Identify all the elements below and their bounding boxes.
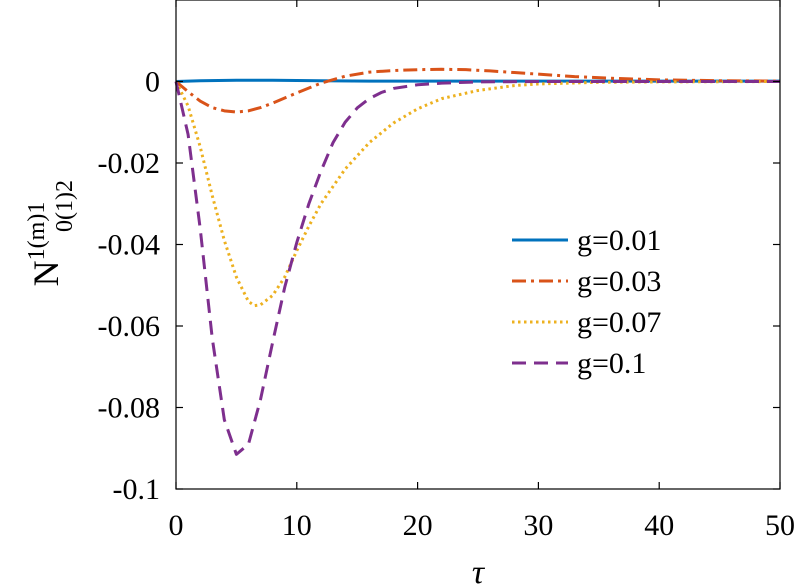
y-tick-label: -0.1 [113,473,161,506]
y-axis-title: N1(m)1 0(1)2 [24,180,78,286]
x-tick-label: 10 [282,509,312,542]
legend-label: g=0.03 [577,265,661,298]
legend-label: g=0.07 [577,306,661,339]
y-tick-label: -0.08 [98,392,161,425]
x-tick-label: 40 [644,509,674,542]
x-axis-title: τ [472,554,486,585]
series-line-g-0-1 [174,80,780,456]
legend: g=0.01 g=0.03 g=0.07 g=0.1 [512,224,661,380]
x-tick-label: 20 [403,509,433,542]
x-tick-label: 50 [765,509,795,542]
series-layer [174,67,781,456]
svg-text:N1(m)1: N1(m)1 [24,202,66,287]
legend-label: g=0.01 [577,224,661,257]
x-tick-label: 30 [523,509,553,542]
legend-label: g=0.1 [577,347,646,380]
series-line-g-0-03 [175,67,781,114]
x-tick-label: 0 [169,509,184,542]
y-tick-label: -0.02 [98,147,161,180]
ticks-layer: 0 10 20 30 40 50 0 -0.02 -0.04 -0.06 -0.08 -0.1 [98,0,795,542]
y-axis-title-subscript: 0(1)2 [52,180,78,232]
y-tick-label: -0.06 [98,310,161,343]
y-tick-label: 0 [145,66,160,99]
y-axis-title-superscript: 1(m)1 [24,202,50,261]
y-tick-label: -0.04 [98,229,161,262]
y-axis-title-base: N [26,260,66,286]
